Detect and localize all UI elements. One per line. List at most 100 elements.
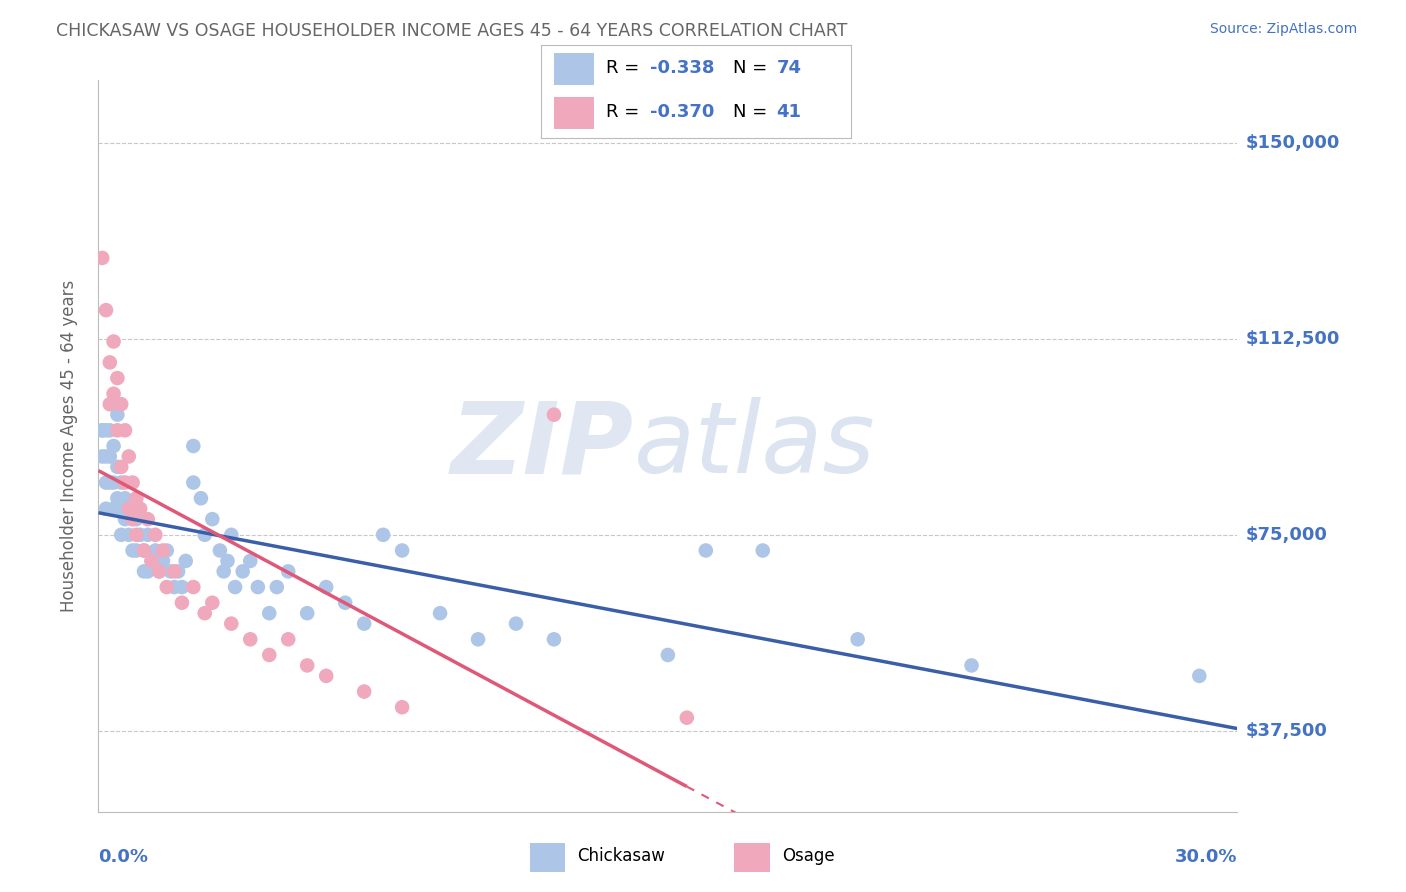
Point	[194, 606, 217, 620]
Point	[103, 501, 125, 516]
Point	[136, 528, 159, 542]
Point	[148, 565, 170, 579]
Point	[335, 596, 357, 610]
Point	[98, 423, 121, 437]
Point	[183, 475, 205, 490]
Point	[224, 580, 246, 594]
Point	[156, 543, 179, 558]
Point	[136, 512, 159, 526]
Text: -0.338: -0.338	[650, 60, 714, 78]
Point	[152, 554, 174, 568]
Point	[91, 251, 114, 265]
Point	[114, 512, 136, 526]
Point	[129, 528, 152, 542]
Point	[103, 475, 125, 490]
Point	[141, 554, 163, 568]
Text: 74: 74	[776, 60, 801, 78]
Point	[190, 491, 212, 506]
Point	[110, 528, 132, 542]
Point	[148, 565, 170, 579]
Point	[152, 543, 174, 558]
Point	[118, 528, 141, 542]
Point	[429, 606, 451, 620]
Point	[543, 632, 565, 647]
Point	[221, 528, 243, 542]
Point	[239, 554, 262, 568]
Point	[121, 475, 143, 490]
Point	[94, 501, 117, 516]
Point	[353, 616, 375, 631]
Text: ZIP: ZIP	[451, 398, 634, 494]
Point	[156, 580, 179, 594]
Point	[183, 580, 205, 594]
Point	[277, 565, 299, 579]
Text: 0.0%: 0.0%	[98, 847, 149, 866]
Text: $150,000: $150,000	[1246, 134, 1340, 152]
Point	[170, 596, 193, 610]
Point	[125, 512, 148, 526]
Text: atlas: atlas	[634, 398, 876, 494]
Point	[315, 669, 337, 683]
Point	[391, 543, 413, 558]
Point	[103, 439, 125, 453]
Text: 41: 41	[776, 103, 801, 120]
Point	[752, 543, 775, 558]
Text: $112,500: $112,500	[1246, 330, 1340, 348]
Point	[266, 580, 288, 594]
Point	[91, 450, 114, 464]
Point	[110, 397, 132, 411]
Text: N =: N =	[733, 103, 773, 120]
Point	[208, 543, 231, 558]
Bar	[554, 53, 593, 85]
Point	[114, 491, 136, 506]
Point	[110, 475, 132, 490]
Point	[163, 565, 186, 579]
Point	[121, 543, 143, 558]
Point	[167, 565, 190, 579]
Point	[239, 632, 262, 647]
Point	[118, 501, 141, 516]
Bar	[554, 97, 593, 129]
Y-axis label: Householder Income Ages 45 - 64 years: Householder Income Ages 45 - 64 years	[59, 280, 77, 612]
Text: R =: R =	[606, 103, 645, 120]
Point	[676, 711, 699, 725]
Point	[695, 543, 717, 558]
Point	[145, 528, 167, 542]
Text: Chickasaw: Chickasaw	[576, 847, 665, 865]
Point	[467, 632, 489, 647]
Text: N =: N =	[733, 60, 773, 78]
Point	[371, 528, 394, 542]
Point	[125, 491, 148, 506]
Point	[174, 554, 197, 568]
Point	[114, 423, 136, 437]
Text: $75,000: $75,000	[1246, 525, 1327, 544]
Point	[246, 580, 269, 594]
Point	[107, 491, 129, 506]
Point	[136, 565, 159, 579]
Point	[141, 554, 163, 568]
Point	[121, 512, 143, 526]
Point	[297, 658, 319, 673]
Point	[277, 632, 299, 647]
Point	[118, 450, 141, 464]
Point	[221, 616, 243, 631]
Point	[132, 543, 155, 558]
Point	[259, 606, 281, 620]
Bar	[734, 843, 770, 872]
Point	[201, 512, 224, 526]
Point	[98, 355, 121, 369]
Point	[91, 423, 114, 437]
Point	[145, 543, 167, 558]
Text: -0.370: -0.370	[650, 103, 714, 120]
Point	[217, 554, 239, 568]
Point	[121, 512, 143, 526]
Text: R =: R =	[606, 60, 645, 78]
Point	[201, 596, 224, 610]
Text: 30.0%: 30.0%	[1175, 847, 1237, 866]
Text: Osage: Osage	[782, 847, 834, 865]
Point	[391, 700, 413, 714]
Point	[125, 528, 148, 542]
Point	[163, 580, 186, 594]
Point	[170, 580, 193, 594]
Point	[297, 606, 319, 620]
